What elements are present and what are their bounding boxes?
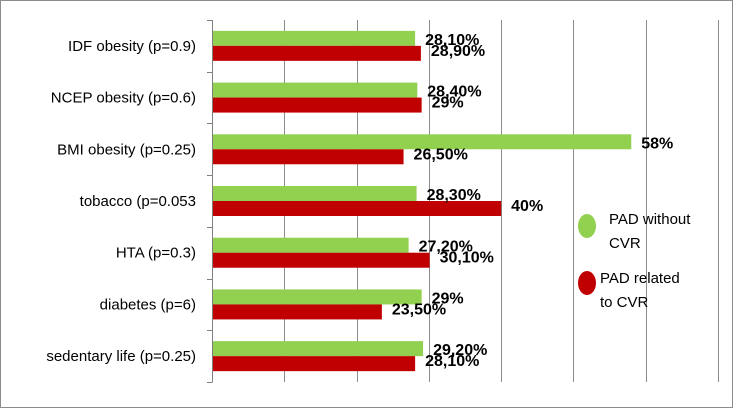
category-label: NCEP obesity (p=0.6) <box>51 90 196 107</box>
data-label: 28,30% <box>427 187 481 204</box>
bar-pad-related-to-cvr <box>213 356 416 372</box>
data-label: 28,10% <box>425 32 479 49</box>
data-label: 28,10% <box>425 353 479 370</box>
category-label: sedentary life (p=0.25) <box>46 348 196 365</box>
data-label: 23,50% <box>392 301 446 318</box>
bar-pad-related-to-cvr <box>213 201 502 216</box>
data-label: 29% <box>432 290 464 307</box>
bar-pad-related-to-cvr <box>213 45 421 61</box>
bar-pad-without-cvr <box>213 341 424 357</box>
data-label: 29% <box>432 95 464 112</box>
category-label: tobacco (p=0.053 <box>80 193 196 210</box>
category-labels: IDF obesity (p=0.9) NCEP obesity (p=0.6) B… <box>46 38 196 365</box>
bars <box>213 30 632 372</box>
bar-pad-without-cvr <box>213 134 632 150</box>
category-label: HTA (p=0.3) <box>116 245 196 262</box>
bar-pad-related-to-cvr <box>213 304 382 320</box>
category-label: diabetes (p=6) <box>100 296 196 313</box>
data-label: 40% <box>511 198 543 215</box>
bar-pad-without-cvr <box>213 30 416 46</box>
legend-marker <box>578 214 596 238</box>
data-label: 28,90% <box>431 43 485 60</box>
bar-pad-without-cvr <box>213 186 417 201</box>
bar-pad-related-to-cvr <box>213 252 430 268</box>
legend-label: PAD without <box>609 211 691 228</box>
data-label: 28,40% <box>427 84 481 101</box>
legend-label: to CVR <box>600 294 649 311</box>
legend: PAD without CVR PAD related to CVR <box>578 211 691 311</box>
legend-marker <box>578 271 596 295</box>
legend-label: CVR <box>609 235 641 252</box>
bar-pad-without-cvr <box>213 237 409 253</box>
bar-pad-without-cvr <box>213 289 422 305</box>
bar-pad-related-to-cvr <box>213 97 422 113</box>
value-labels: 28,10%28,90%28,40%29%58%26,50%28,30%40%2… <box>392 32 673 370</box>
data-label: 30,10% <box>440 250 494 267</box>
gridlines <box>207 20 719 383</box>
data-label: 58% <box>641 135 673 152</box>
category-label: BMI obesity (p=0.25) <box>57 141 196 158</box>
data-label: 26,50% <box>414 146 468 163</box>
bar-pad-related-to-cvr <box>213 149 404 165</box>
data-label: 27,20% <box>419 239 473 256</box>
data-label: 29,20% <box>433 342 487 359</box>
bar-pad-without-cvr <box>213 82 418 98</box>
category-label: IDF obesity (p=0.9) <box>68 38 196 55</box>
legend-label: PAD related <box>600 270 680 287</box>
